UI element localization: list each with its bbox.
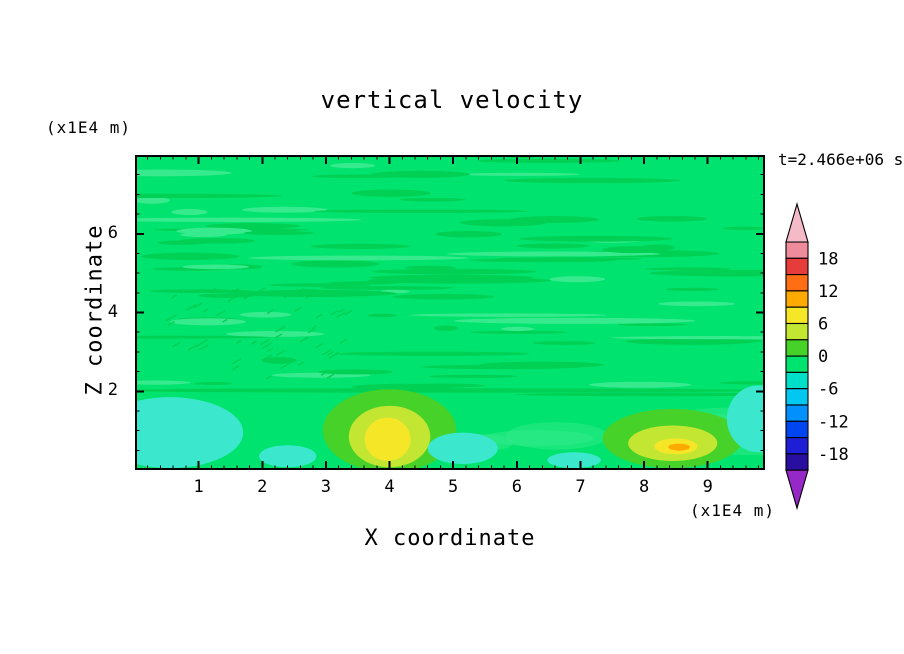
colorbar-label: 18 <box>818 249 838 269</box>
colorbar-label: 6 <box>818 315 828 335</box>
x-tick-label: 5 <box>448 477 459 497</box>
colorbar-label: -6 <box>818 380 838 400</box>
x-tick-label: 9 <box>702 477 713 497</box>
colorbar-band <box>785 437 809 455</box>
y-tick-label: 6 <box>107 222 118 243</box>
x-tick-label: 4 <box>384 477 395 497</box>
downdraft-mid <box>427 432 498 465</box>
colorbar-label: -12 <box>818 412 849 432</box>
x-tick-label: 3 <box>320 477 332 497</box>
colorbar-band <box>785 404 809 422</box>
chart-title: vertical velocity <box>320 86 584 114</box>
time-annotation: t=2.466e+06 s <box>778 150 904 169</box>
colorbar-arrow-top <box>785 202 809 243</box>
x-tick-label: 1 <box>193 477 204 497</box>
downdraft-left <box>135 397 244 469</box>
colorbar-band <box>785 339 809 357</box>
colorbar-label: 12 <box>818 282 838 302</box>
updraft-center-core <box>364 417 411 461</box>
x-tick-label: 8 <box>638 477 650 497</box>
y-tick-label: 2 <box>107 380 118 401</box>
downdraft-bottom-small <box>547 452 601 469</box>
colorbar-band <box>785 290 809 308</box>
colorbar-band <box>785 306 809 325</box>
colorbar-band <box>785 420 809 439</box>
y-axis-unit-label: (x1E4 m) <box>46 118 132 137</box>
downdraft-left-small <box>259 445 317 468</box>
colorbar-band <box>785 241 809 259</box>
contour-plot-area <box>135 155 765 470</box>
x-tick-label: 6 <box>511 477 522 497</box>
colorbar-label: 0 <box>818 347 828 367</box>
colorbar-band <box>785 388 809 406</box>
colorbar-band <box>785 355 809 373</box>
colorbar-arrow-bottom <box>785 469 809 511</box>
x-axis-title: X coordinate <box>364 526 536 551</box>
x-axis-unit-label: (x1E4 m) <box>689 501 775 520</box>
colorbar-band <box>785 257 809 276</box>
colorbar-band <box>785 322 809 341</box>
x-tick-label: 2 <box>257 477 268 497</box>
downdraft-right-edge <box>726 385 765 453</box>
colorbar-band <box>785 274 809 292</box>
colorbar-band <box>785 371 809 390</box>
colorbar-label: -18 <box>818 445 849 465</box>
colorbar: 18 12 6 0 -6 -12 -18 <box>785 202 849 511</box>
colorbar-band <box>785 453 809 471</box>
y-tick-label: 4 <box>107 301 118 322</box>
updraft-right-hotspot <box>668 443 690 451</box>
x-tick-label: 7 <box>575 477 586 497</box>
